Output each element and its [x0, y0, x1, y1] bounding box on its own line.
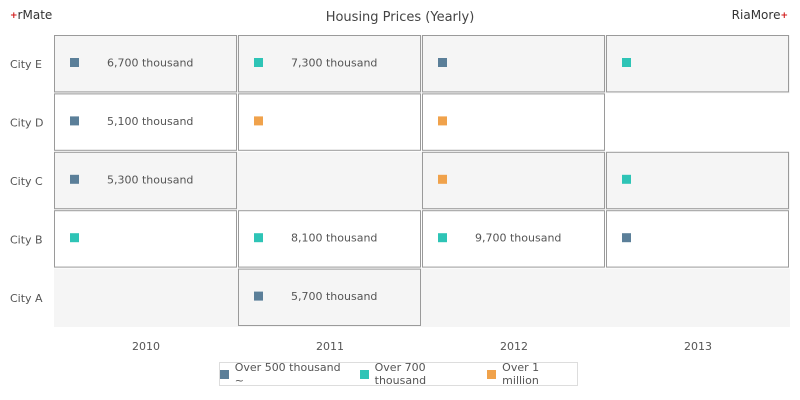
x-tick-label: 2013 — [684, 340, 712, 353]
cell-marker — [438, 233, 447, 243]
heatmap-cell — [238, 93, 421, 151]
heatmap-cell — [54, 35, 237, 93]
heatmap-cell — [54, 210, 237, 268]
heatmap-cell — [422, 35, 605, 93]
cell-label: 5,100 thousand — [107, 115, 193, 128]
cell-marker — [254, 58, 263, 67]
rmate-logo: +rMate — [10, 8, 52, 22]
legend-swatch — [220, 369, 229, 379]
y-tick-label: City A — [10, 292, 43, 305]
heatmap-cell — [238, 35, 421, 93]
heatmap-cell — [238, 210, 421, 268]
cell-label: 5,300 thousand — [107, 173, 193, 186]
cell-marker — [70, 174, 79, 184]
legend-swatch — [487, 369, 497, 379]
legend-item: Over 700 thousand — [359, 361, 478, 387]
riamore-logo: RiaMore+ — [732, 8, 788, 22]
heatmap-cell — [54, 93, 237, 151]
riamore-logo-text: RiaMore — [731, 8, 781, 22]
legend-swatch — [359, 369, 369, 379]
legend-label: Over 1 million — [502, 361, 540, 387]
y-tick-label: City B — [10, 233, 43, 246]
cell-marker — [438, 58, 447, 67]
cell-label: 5,700 thousand — [291, 290, 377, 303]
legend-item: Over 1 million — [487, 361, 577, 387]
cell-marker — [438, 174, 447, 184]
heatmap-cell — [606, 35, 789, 93]
cell-marker — [622, 174, 631, 184]
rmate-logo-mark: + — [10, 11, 18, 21]
legend-label: Over 700 thousand — [374, 361, 427, 387]
row-band-city-a — [54, 268, 790, 327]
x-tick-label: 2011 — [316, 340, 344, 353]
heatmap-cell — [606, 151, 789, 210]
legend-label: Over 500 thousand ~ — [234, 361, 341, 387]
heatmap-cell — [238, 268, 421, 327]
chart-legend: Over 500 thousand ~ Over 700 thousand Over… — [219, 361, 578, 387]
cell-label: 6,700 thousand — [107, 57, 193, 70]
chart-title: Housing Prices (Yearly) — [325, 10, 475, 25]
y-tick-label: City C — [10, 175, 43, 188]
y-tick-label: City D — [10, 117, 44, 130]
legend-item: Over 500 thousand ~ — [220, 361, 350, 387]
heatmap-cell — [422, 93, 605, 151]
cell-marker — [70, 58, 79, 67]
riamore-logo-mark: + — [780, 11, 788, 21]
heatmap-cell — [422, 210, 605, 268]
x-tick-label: 2010 — [132, 340, 160, 353]
cell-marker — [254, 116, 263, 126]
cell-label: 8,100 thousand — [291, 232, 377, 245]
cell-marker — [622, 233, 631, 243]
x-tick-label: 2012 — [500, 340, 528, 353]
heatmap-cell — [422, 151, 605, 210]
cell-marker — [622, 58, 631, 67]
cell-marker — [70, 233, 79, 243]
heatmap-cell — [606, 210, 789, 268]
cell-marker — [438, 116, 447, 126]
rmate-logo-text: rMate — [17, 8, 53, 22]
cell-label: 7,300 thousand — [291, 57, 377, 70]
cell-marker — [254, 233, 263, 243]
cell-marker — [70, 116, 79, 126]
heatmap-cell — [54, 151, 237, 210]
cell-label: 9,700 thousand — [475, 232, 561, 245]
cell-marker — [254, 291, 263, 301]
y-tick-label: City E — [10, 58, 42, 71]
